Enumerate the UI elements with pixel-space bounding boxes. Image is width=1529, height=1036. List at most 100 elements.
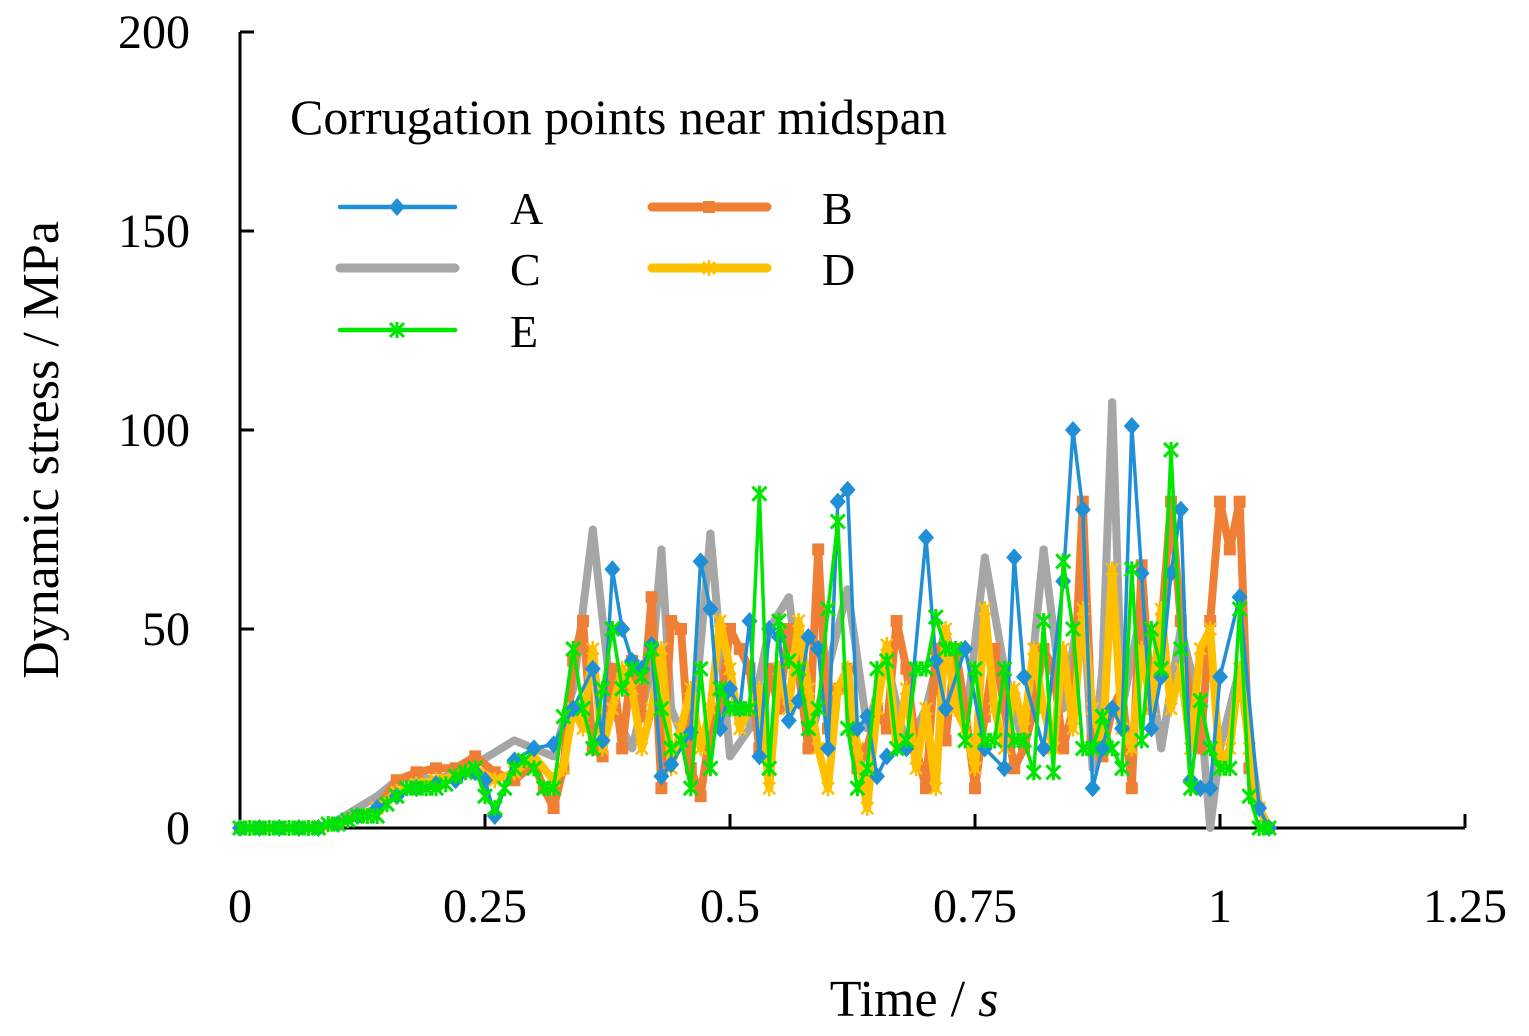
- data-point: [969, 782, 981, 795]
- data-point: [653, 767, 670, 786]
- data-point: [410, 766, 423, 779]
- data-point: [745, 726, 754, 731]
- series-layer: [231, 398, 1278, 837]
- data-point: [393, 266, 401, 270]
- data-point: [770, 612, 788, 630]
- series-line-E: [238, 448, 1271, 830]
- data-point: [917, 660, 935, 677]
- data-point: [733, 642, 746, 655]
- series-E: [231, 441, 1278, 837]
- data-point: [389, 198, 405, 216]
- data-point: [1231, 601, 1248, 618]
- data-point: [830, 680, 845, 697]
- data-point: [594, 680, 611, 697]
- legend-label: B: [822, 183, 853, 234]
- data-point: [1202, 740, 1219, 757]
- data-point: [645, 591, 658, 604]
- x-axis-title-unit: s: [978, 971, 998, 1028]
- data-point: [937, 699, 954, 718]
- data-point: [948, 700, 963, 717]
- data-point: [1123, 417, 1140, 436]
- data-point: [702, 760, 719, 777]
- data-point: [1114, 719, 1130, 738]
- data-point: [1045, 764, 1062, 781]
- data-point: [878, 747, 895, 766]
- data-point: [584, 659, 601, 678]
- y-axis-title: Dynamic stress / MPa: [13, 221, 70, 679]
- data-point: [1016, 667, 1032, 686]
- data-point: [898, 732, 915, 749]
- legend-item-A: A: [337, 183, 543, 234]
- legend-item-E: E: [337, 306, 538, 357]
- data-point: [388, 321, 406, 339]
- data-point: [549, 754, 558, 759]
- data-point: [1164, 700, 1178, 717]
- data-point: [545, 780, 562, 797]
- data-point: [741, 700, 758, 717]
- y-tick-label: 150: [118, 205, 190, 258]
- data-point: [1206, 826, 1215, 830]
- data-point: [457, 764, 474, 781]
- data-point: [702, 600, 719, 619]
- data-point: [810, 700, 827, 717]
- data-point: [1084, 740, 1101, 757]
- data-point: [1182, 780, 1199, 797]
- data-point: [784, 595, 793, 600]
- y-tick-label: 50: [142, 603, 190, 656]
- data-point: [890, 615, 903, 628]
- data-point: [849, 780, 866, 797]
- data-point: [820, 739, 836, 758]
- data-point: [1123, 561, 1140, 578]
- y-tick-label: 100: [118, 404, 190, 457]
- data-point: [1203, 621, 1218, 637]
- data-point: [1153, 660, 1170, 677]
- data-point: [821, 780, 835, 797]
- data-point: [909, 760, 924, 777]
- data-point: [751, 485, 768, 502]
- data-point: [1192, 692, 1209, 709]
- data-point: [1108, 400, 1117, 405]
- data-point: [800, 720, 817, 737]
- data-point: [879, 636, 894, 653]
- data-point: [980, 555, 989, 560]
- data-point: [859, 760, 876, 777]
- data-point: [476, 788, 494, 805]
- legend-items: A B C D E: [335, 183, 855, 357]
- data-point: [1231, 588, 1248, 607]
- data-point: [1157, 746, 1166, 751]
- data-point: [653, 700, 670, 717]
- data-point: [839, 480, 856, 499]
- data-point: [692, 660, 709, 677]
- data-point: [880, 722, 893, 735]
- data-point: [977, 601, 992, 618]
- data-point: [604, 620, 621, 638]
- data-point: [594, 731, 611, 750]
- data-point: [606, 662, 619, 675]
- data-point: [1104, 740, 1121, 757]
- data-point: [614, 680, 631, 697]
- data-point: [1214, 495, 1226, 508]
- data-point: [986, 732, 1003, 749]
- data-point: [525, 760, 543, 777]
- data-point: [373, 794, 382, 799]
- data-point: [726, 754, 734, 759]
- data-point: [369, 807, 386, 825]
- data-point: [1064, 620, 1082, 638]
- data-point: [555, 708, 572, 725]
- data-point: [968, 760, 982, 777]
- data-point: [860, 800, 875, 817]
- data-point: [1105, 561, 1120, 578]
- data-point: [634, 740, 649, 757]
- data-point: [863, 726, 872, 731]
- data-point: [811, 740, 826, 757]
- data-point: [762, 780, 777, 797]
- x-tick-label: 1.25: [1423, 880, 1507, 933]
- legend-item-D: D: [647, 244, 855, 295]
- data-point: [812, 543, 825, 556]
- data-point: [1194, 742, 1207, 755]
- data-point: [819, 601, 837, 618]
- data-point: [918, 528, 934, 547]
- data-point: [1212, 667, 1228, 686]
- legend-label: C: [510, 244, 541, 295]
